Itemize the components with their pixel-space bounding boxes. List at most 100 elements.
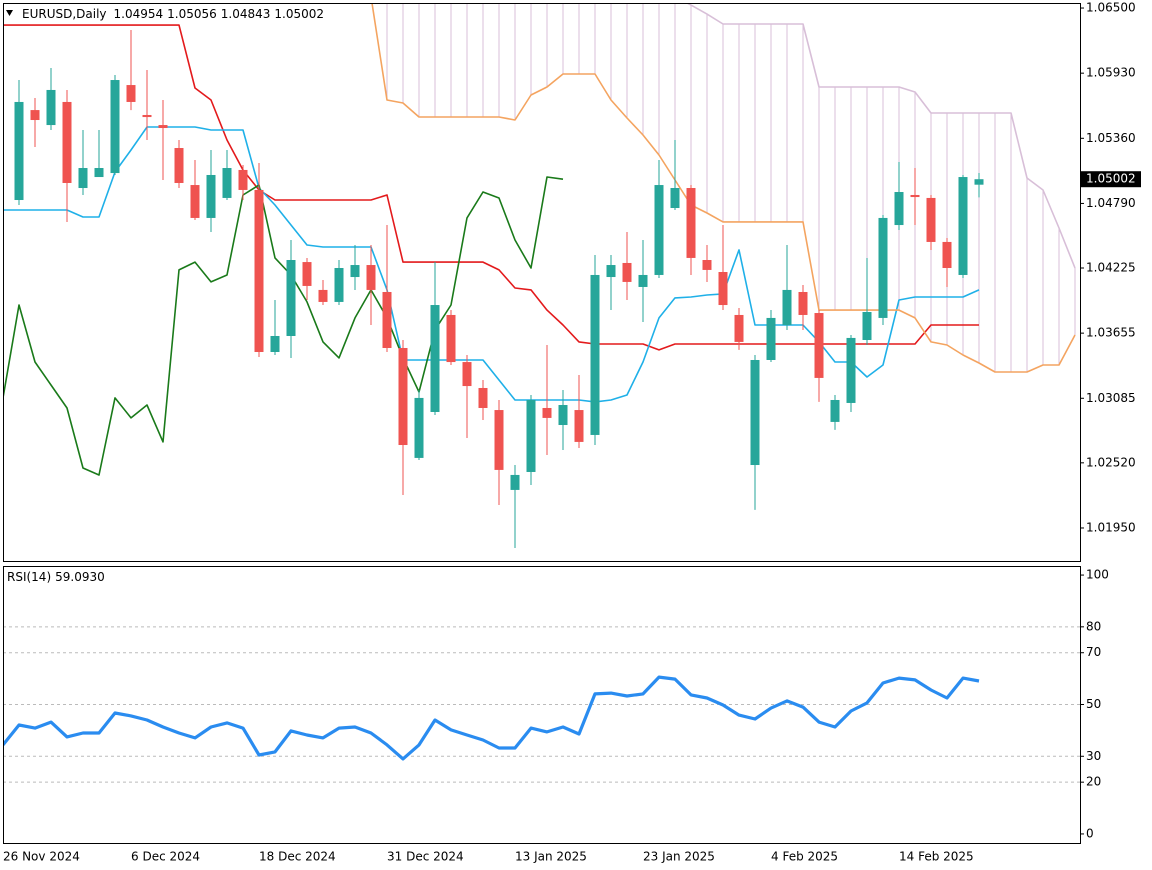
candle-body bbox=[62, 101, 72, 183]
rsi-panel bbox=[3, 566, 1081, 844]
candle-body bbox=[798, 291, 808, 315]
candle-body bbox=[558, 405, 568, 426]
x-tick-label: 6 Dec 2024 bbox=[131, 850, 200, 864]
indicator-line bbox=[371, 3, 1076, 373]
candle-body bbox=[430, 305, 440, 412]
x-tick-label: 4 Feb 2025 bbox=[771, 850, 838, 864]
candle-body bbox=[14, 101, 24, 201]
candle-body bbox=[702, 260, 712, 270]
candle-body bbox=[206, 174, 216, 218]
y-tick-label: 1.03085 bbox=[1086, 391, 1136, 405]
y-tick-label: 20 bbox=[1086, 775, 1101, 789]
indicator-line bbox=[685, 3, 1076, 269]
x-tick-label: 23 Jan 2025 bbox=[643, 850, 715, 864]
x-tick-label: 13 Jan 2025 bbox=[515, 850, 587, 864]
candle-body bbox=[510, 474, 520, 490]
x-tick-label: 18 Dec 2024 bbox=[259, 850, 336, 864]
y-tick-label: 0 bbox=[1086, 826, 1094, 840]
candle-body bbox=[270, 335, 280, 352]
candle-body bbox=[334, 268, 344, 302]
candle-body bbox=[238, 169, 248, 190]
y-tick-label: 80 bbox=[1086, 619, 1101, 633]
y-tick-label: 1.04225 bbox=[1086, 261, 1136, 275]
x-tick-label: 26 Nov 2024 bbox=[3, 850, 80, 864]
candle-body bbox=[46, 89, 56, 126]
indicator-line bbox=[3, 176, 564, 476]
price-panel-plot bbox=[3, 3, 1076, 548]
rsi-header: RSI(14) 59.0930 bbox=[7, 570, 105, 584]
candle-body bbox=[382, 291, 392, 348]
candle-body bbox=[446, 314, 456, 363]
candle-body bbox=[142, 114, 152, 118]
candle-body bbox=[318, 289, 328, 302]
rsi-panel-plot bbox=[3, 626, 1080, 783]
y-tick-label: 1.05360 bbox=[1086, 131, 1136, 145]
y-tick-label: 1.03655 bbox=[1086, 326, 1136, 340]
symbol: EURUSD,Daily bbox=[22, 7, 107, 21]
candle-body bbox=[414, 397, 424, 458]
candle-body bbox=[350, 265, 360, 278]
candle-body bbox=[750, 359, 760, 466]
candle-body bbox=[286, 260, 296, 336]
candle-body bbox=[478, 387, 488, 408]
candle-body bbox=[974, 179, 984, 185]
axes: 1.06500 1.05930 1.05360 1.04790 1.04225 1.036… bbox=[3, 1, 1141, 864]
candle-body bbox=[862, 311, 872, 340]
candle-body bbox=[126, 85, 136, 102]
candle-body bbox=[302, 262, 312, 286]
candle-body bbox=[606, 265, 616, 278]
open-value: 1.04954 bbox=[114, 7, 164, 21]
candle-body bbox=[718, 272, 728, 306]
candle-body bbox=[366, 265, 376, 290]
candle-body bbox=[846, 337, 856, 403]
candle-body bbox=[926, 197, 936, 242]
candle-body bbox=[686, 188, 696, 258]
candle-body bbox=[30, 110, 40, 121]
candle-body bbox=[110, 80, 120, 174]
candle-body bbox=[462, 362, 472, 387]
candle-body bbox=[638, 274, 648, 287]
candle-body bbox=[590, 274, 600, 435]
candle-body bbox=[94, 168, 104, 178]
candle-body bbox=[222, 168, 232, 198]
y-tick-label: 100 bbox=[1086, 568, 1109, 582]
candle-body bbox=[654, 185, 664, 275]
close-value: 1.05002 bbox=[274, 7, 324, 21]
y-tick-label: 30 bbox=[1086, 749, 1101, 763]
y-tick-label: 70 bbox=[1086, 645, 1101, 659]
candle-body bbox=[174, 148, 184, 183]
y-tick-label: 1.02520 bbox=[1086, 455, 1136, 469]
price-panel bbox=[3, 3, 1081, 562]
price-marker bbox=[1081, 171, 1141, 188]
candle-body bbox=[494, 410, 504, 470]
price-marker-label: 1.05002 bbox=[1086, 172, 1136, 186]
candle-body bbox=[910, 194, 920, 198]
x-tick-label: 31 Dec 2024 bbox=[387, 850, 464, 864]
candle-body bbox=[766, 317, 776, 360]
candle-body bbox=[894, 192, 904, 226]
candle-body bbox=[782, 289, 792, 326]
candle-body bbox=[622, 262, 632, 282]
high-value: 1.05056 bbox=[167, 7, 217, 21]
rsi-value: 59.0930 bbox=[55, 570, 105, 584]
candle-body bbox=[398, 347, 408, 446]
candle-body bbox=[574, 410, 584, 442]
y-tick-label: 1.05930 bbox=[1086, 66, 1136, 80]
rsi-line bbox=[3, 675, 980, 761]
candle-body bbox=[878, 217, 888, 318]
candle-body bbox=[670, 188, 680, 209]
candle-body bbox=[830, 399, 840, 422]
y-tick-label: 50 bbox=[1086, 697, 1101, 711]
candle-body bbox=[78, 168, 88, 189]
y-tick-label: 1.04790 bbox=[1086, 196, 1136, 210]
candle-body bbox=[526, 399, 536, 472]
candle-body bbox=[814, 313, 824, 378]
candle-body bbox=[958, 177, 968, 275]
x-tick-label: 14 Feb 2025 bbox=[899, 850, 974, 864]
menu-arrow[interactable] bbox=[6, 10, 13, 16]
y-tick-label: 1.01950 bbox=[1086, 520, 1136, 534]
candle-body bbox=[734, 314, 744, 342]
rsi-title: RSI(14) bbox=[7, 570, 51, 584]
